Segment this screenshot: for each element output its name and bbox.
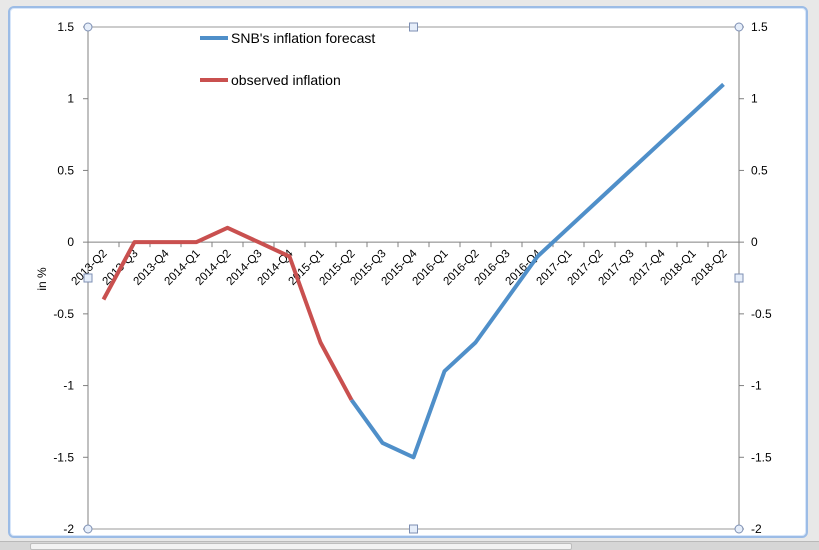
edge-resize-handle[interactable] xyxy=(409,524,418,534)
y-tick-label: -0.5 xyxy=(53,307,74,321)
legend-label-observed: observed inflation xyxy=(231,72,341,88)
edge-resize-handle[interactable] xyxy=(83,273,93,283)
secondary-y-tick-label: 0.5 xyxy=(751,163,768,177)
y-tick-label: 1 xyxy=(67,92,74,106)
corner-resize-handle[interactable] xyxy=(83,22,93,32)
y-tick-label: -1.5 xyxy=(53,450,74,464)
y-axis-label: in % xyxy=(35,267,49,291)
y-tick-label: 0 xyxy=(67,235,74,249)
secondary-y-tick-label: -1.5 xyxy=(751,450,772,464)
legend: SNB's inflation forecast observed inflat… xyxy=(200,30,375,88)
corner-resize-handle[interactable] xyxy=(734,524,744,534)
corner-resize-handle[interactable] xyxy=(83,524,93,534)
secondary-y-tick-label: -1 xyxy=(751,379,762,393)
secondary-y-tick-label: 1 xyxy=(751,92,758,106)
y-tick-label: -1 xyxy=(63,379,74,393)
chart-frame[interactable] xyxy=(8,6,808,538)
corner-resize-handle[interactable] xyxy=(734,22,744,32)
secondary-y-tick-labels: 1.5 1 0.5 0 -0.5 -1 -1.5 -2 xyxy=(751,20,772,536)
secondary-y-tick-label: -2 xyxy=(751,522,762,536)
series-lines xyxy=(101,82,725,460)
observed-line xyxy=(101,225,354,401)
y-tick-label: -2 xyxy=(63,522,74,536)
selection-handles[interactable] xyxy=(83,22,744,534)
forecast-line xyxy=(349,82,725,460)
category-labels: 2013-Q22013-Q32013-Q42014-Q12014-Q22014-… xyxy=(69,247,729,288)
edge-resize-handle[interactable] xyxy=(734,273,744,283)
edge-resize-handle[interactable] xyxy=(409,22,418,32)
y-tick-labels: 1.5 1 0.5 0 -0.5 -1 -1.5 -2 xyxy=(53,20,74,536)
legend-label-forecast: SNB's inflation forecast xyxy=(231,30,375,46)
y-tick-label: 1.5 xyxy=(57,20,74,34)
y-tick-label: 0.5 xyxy=(57,163,74,177)
secondary-y-tick-label: 1.5 xyxy=(751,20,768,34)
secondary-y-tick-label: -0.5 xyxy=(751,307,772,321)
secondary-y-tick-label: 0 xyxy=(751,235,758,249)
